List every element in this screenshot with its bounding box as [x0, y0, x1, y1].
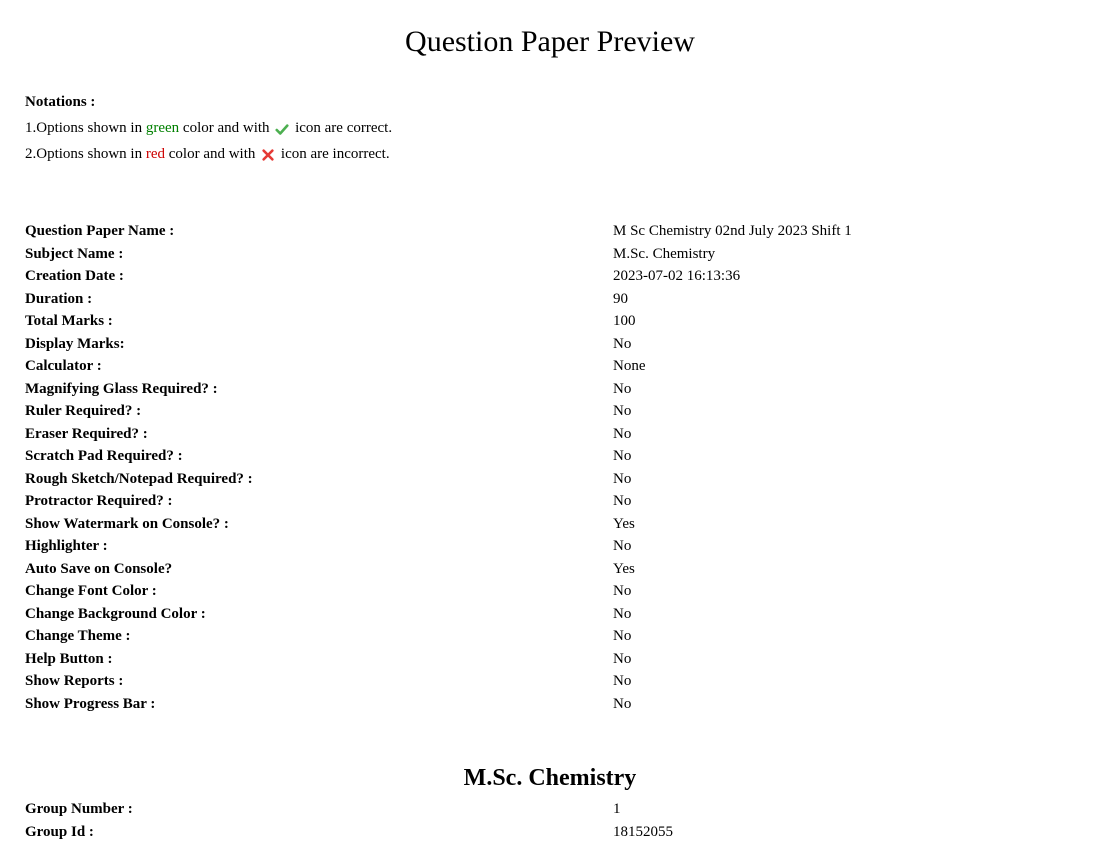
detail-value: Yes [613, 558, 1075, 581]
notation-correct: 1.Options shown in green color and with … [25, 117, 1075, 140]
detail-label: Creation Date : [25, 265, 613, 288]
detail-value: No [613, 400, 1075, 423]
detail-label: Change Font Color : [25, 580, 613, 603]
notation-text: icon are incorrect. [277, 146, 389, 162]
detail-value: M.Sc. Chemistry [613, 243, 1075, 266]
detail-label: Group Id : [25, 821, 613, 844]
detail-row: Change Background Color :No [25, 603, 1075, 626]
detail-row: Show Reports :No [25, 670, 1075, 693]
notation-text: color and with [179, 120, 273, 136]
section-heading: M.Sc. Chemistry [25, 765, 1075, 792]
detail-value: 90 [613, 288, 1075, 311]
detail-row: Calculator :None [25, 355, 1075, 378]
red-word: red [146, 146, 165, 162]
detail-label: Magnifying Glass Required? : [25, 378, 613, 401]
detail-value: 1 [613, 798, 1075, 821]
detail-label: Rough Sketch/Notepad Required? : [25, 468, 613, 491]
notation-text: 2.Options shown in [25, 146, 146, 162]
notations-section: Notations : 1.Options shown in green col… [25, 94, 1075, 165]
detail-label: Ruler Required? : [25, 400, 613, 423]
detail-value: 2023-07-02 16:13:36 [613, 265, 1075, 288]
notation-incorrect: 2.Options shown in red color and with ic… [25, 143, 1075, 166]
detail-label: Change Theme : [25, 625, 613, 648]
detail-row: Magnifying Glass Required? :No [25, 378, 1075, 401]
detail-row: Subject Name :M.Sc. Chemistry [25, 243, 1075, 266]
detail-value: No [613, 468, 1075, 491]
detail-label: Scratch Pad Required? : [25, 445, 613, 468]
detail-value: Yes [613, 513, 1075, 536]
detail-row: Display Marks:No [25, 333, 1075, 356]
detail-row: Auto Save on Console?Yes [25, 558, 1075, 581]
detail-label: Eraser Required? : [25, 423, 613, 446]
detail-label: Display Marks: [25, 333, 613, 356]
notation-text: icon are correct. [291, 120, 392, 136]
detail-row: Duration :90 [25, 288, 1075, 311]
detail-value: No [613, 535, 1075, 558]
notation-text: 1.Options shown in [25, 120, 146, 136]
detail-value: No [613, 333, 1075, 356]
detail-row: Protractor Required? :No [25, 490, 1075, 513]
detail-value: No [613, 648, 1075, 671]
detail-label: Help Button : [25, 648, 613, 671]
detail-label: Total Marks : [25, 310, 613, 333]
detail-row: Show Progress Bar :No [25, 693, 1075, 716]
detail-value: No [613, 625, 1075, 648]
detail-value: No [613, 423, 1075, 446]
detail-value: 18152055 [613, 821, 1075, 844]
detail-row: Question Paper Name :M Sc Chemistry 02nd… [25, 220, 1075, 243]
notation-text: color and with [165, 146, 259, 162]
detail-value: No [613, 670, 1075, 693]
detail-label: Show Reports : [25, 670, 613, 693]
detail-label: Subject Name : [25, 243, 613, 266]
detail-row: Scratch Pad Required? :No [25, 445, 1075, 468]
detail-row: Change Theme :No [25, 625, 1075, 648]
detail-value: No [613, 693, 1075, 716]
detail-label: Duration : [25, 288, 613, 311]
paper-details-table: Question Paper Name :M Sc Chemistry 02nd… [25, 220, 1075, 715]
detail-row: Group Number :1 [25, 798, 1075, 821]
detail-label: Change Background Color : [25, 603, 613, 626]
detail-label: Auto Save on Console? [25, 558, 613, 581]
detail-row: Show Watermark on Console? :Yes [25, 513, 1075, 536]
detail-label: Group Number : [25, 798, 613, 821]
detail-row: Group Id :18152055 [25, 821, 1075, 844]
detail-label: Calculator : [25, 355, 613, 378]
green-word: green [146, 120, 179, 136]
detail-label: Show Watermark on Console? : [25, 513, 613, 536]
notations-heading: Notations : [25, 94, 1075, 111]
cross-icon [261, 147, 275, 161]
detail-value: No [613, 580, 1075, 603]
detail-row: Ruler Required? :No [25, 400, 1075, 423]
detail-value: No [613, 603, 1075, 626]
detail-label: Highlighter : [25, 535, 613, 558]
detail-value: 100 [613, 310, 1075, 333]
detail-row: Help Button :No [25, 648, 1075, 671]
detail-row: Eraser Required? :No [25, 423, 1075, 446]
detail-row: Change Font Color :No [25, 580, 1075, 603]
detail-label: Show Progress Bar : [25, 693, 613, 716]
detail-value: No [613, 490, 1075, 513]
detail-label: Protractor Required? : [25, 490, 613, 513]
detail-row: Creation Date :2023-07-02 16:13:36 [25, 265, 1075, 288]
detail-value: No [613, 445, 1075, 468]
detail-row: Highlighter :No [25, 535, 1075, 558]
detail-value: None [613, 355, 1075, 378]
detail-value: No [613, 378, 1075, 401]
detail-label: Question Paper Name : [25, 220, 613, 243]
detail-value: M Sc Chemistry 02nd July 2023 Shift 1 [613, 220, 1075, 243]
check-icon [275, 122, 289, 136]
detail-row: Rough Sketch/Notepad Required? :No [25, 468, 1075, 491]
detail-row: Total Marks :100 [25, 310, 1075, 333]
section-details-table: Group Number :1Group Id :18152055 [25, 798, 1075, 843]
page-title: Question Paper Preview [25, 25, 1075, 59]
